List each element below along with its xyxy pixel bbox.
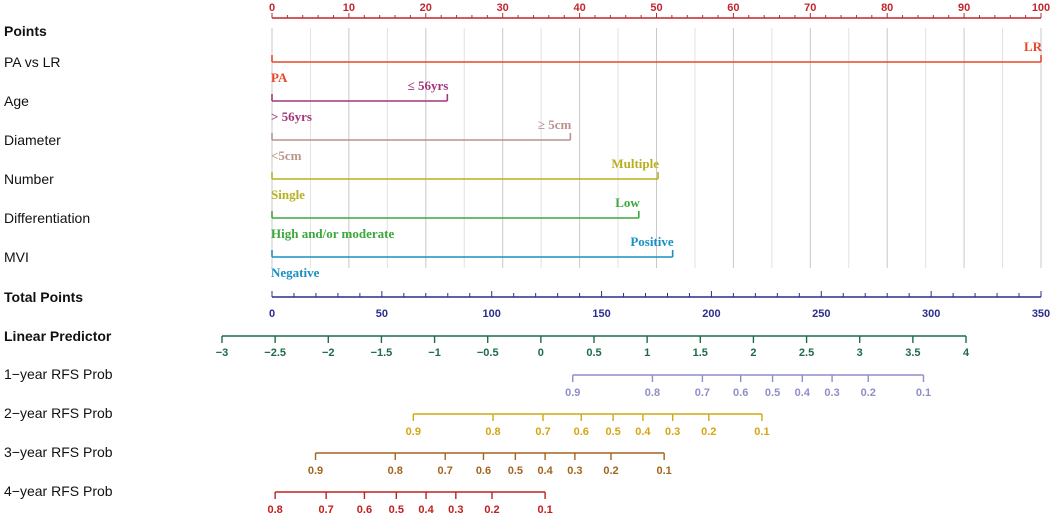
variable-level-label-age: ≤ 56yrs — [408, 78, 449, 93]
prob-scale-tick-label: 0.6 — [357, 504, 372, 515]
prob-scale-tick-label: 0.3 — [567, 465, 582, 477]
prob-scale-tick-label: 0.6 — [733, 387, 748, 399]
prob-scale-tick-label: 0.8 — [485, 426, 500, 438]
prob-scale-tick-label: 0.4 — [635, 426, 651, 438]
prob-scale-tick-label: 0.1 — [916, 387, 931, 399]
prob-scale-tick-label: 0.2 — [484, 504, 499, 515]
points-axis-tick-label: 70 — [804, 2, 816, 14]
prob-scale-tick-label: 0.9 — [565, 387, 580, 399]
linear-predictor-tick-label: 1.5 — [693, 347, 708, 359]
prob-scale-tick-label: 0.1 — [657, 465, 672, 477]
points-axis-tick-label: 30 — [497, 2, 509, 14]
variable-level-label-differentiation: Low — [615, 195, 640, 210]
prob-scale-tick-label: 0.8 — [267, 504, 282, 515]
total-points-label: Total Points — [4, 289, 83, 305]
linear-predictor-label: Linear Predictor — [4, 328, 112, 344]
total-points-tick-label: 300 — [922, 308, 940, 320]
variable-level-label-diameter: <5cm — [271, 148, 302, 163]
variable-label-diameter: Diameter — [4, 132, 61, 148]
points-axis-tick-label: 80 — [881, 2, 893, 14]
total-points-tick-label: 50 — [376, 308, 388, 320]
linear-predictor-tick-label: 0 — [538, 347, 544, 359]
prob-scale-label-4: 4−year RFS Prob — [4, 483, 113, 499]
prob-scale-tick-label: 0.4 — [537, 465, 553, 477]
prob-scale-tick-label: 0.3 — [824, 387, 839, 399]
variable-level-label-number: Single — [271, 187, 305, 202]
variable-label-differentiation: Differentiation — [4, 210, 90, 226]
variable-level-label-mvi: Positive — [630, 234, 674, 249]
prob-scale-tick-label: 0.4 — [795, 387, 811, 399]
prob-scale-tick-label: 0.1 — [537, 504, 552, 515]
linear-predictor-tick-label: 3.5 — [905, 347, 920, 359]
linear-predictor-tick-label: 4 — [963, 347, 970, 359]
prob-scale-tick-label: 0.7 — [535, 426, 550, 438]
linear-predictor-tick-label: −3 — [216, 347, 229, 359]
total-points-tick-label: 200 — [702, 308, 720, 320]
prob-scale-tick-label: 0.2 — [861, 387, 876, 399]
total-points-tick-label: 0 — [269, 308, 275, 320]
prob-scale-tick-label: 0.1 — [754, 426, 769, 438]
points-axis-label: Points — [4, 23, 47, 39]
linear-predictor-tick-label: 0.5 — [586, 347, 601, 359]
points-axis-tick-label: 90 — [958, 2, 970, 14]
linear-predictor-tick-label: −1.5 — [371, 347, 393, 359]
linear-predictor-tick-label: 3 — [857, 347, 863, 359]
total-points-tick-label: 100 — [483, 308, 501, 320]
linear-predictor-tick-label: −2 — [322, 347, 335, 359]
prob-scale-tick-label: 0.7 — [319, 504, 334, 515]
prob-scale-tick-label: 0.6 — [574, 426, 589, 438]
points-axis-tick-label: 50 — [650, 2, 662, 14]
prob-scale-tick-label: 0.5 — [605, 426, 620, 438]
prob-scale-tick-label: 0.9 — [308, 465, 323, 477]
prob-scale-label-2: 2−year RFS Prob — [4, 405, 113, 421]
total-points-tick-label: 150 — [592, 308, 610, 320]
prob-scale-tick-label: 0.3 — [665, 426, 680, 438]
prob-scale-label-1: 1−year RFS Prob — [4, 366, 113, 382]
total-points-tick-label: 250 — [812, 308, 830, 320]
points-axis-tick-label: 40 — [573, 2, 585, 14]
prob-scale-tick-label: 0.2 — [701, 426, 716, 438]
prob-scale-tick-label: 0.8 — [388, 465, 403, 477]
linear-predictor-tick-label: 2 — [750, 347, 756, 359]
linear-predictor-tick-label: −2.5 — [264, 347, 286, 359]
prob-scale-tick-label: 0.2 — [603, 465, 618, 477]
variable-level-label-mvi: Negative — [271, 265, 320, 280]
linear-predictor-tick-label: 2.5 — [799, 347, 814, 359]
linear-predictor-tick-label: −0.5 — [477, 347, 499, 359]
prob-scale-tick-label: 0.5 — [389, 504, 404, 515]
variable-level-label-pa-vs-lr: LR — [1024, 39, 1043, 54]
prob-scale-label-3: 3−year RFS Prob — [4, 444, 113, 460]
prob-scale-tick-label: 0.3 — [448, 504, 463, 515]
grid-lines — [271, 28, 1042, 268]
variable-label-mvi: MVI — [4, 249, 29, 265]
linear-predictor-tick-label: −1 — [428, 347, 441, 359]
prob-scale-tick-label: 0.6 — [476, 465, 491, 477]
points-axis-tick-label: 60 — [727, 2, 739, 14]
variable-label-age: Age — [4, 93, 29, 109]
points-axis-tick-label: 10 — [343, 2, 355, 14]
points-axis-tick-label: 0 — [269, 2, 275, 14]
prob-scale-tick-label: 0.5 — [765, 387, 780, 399]
prob-scale-tick-label: 0.8 — [645, 387, 660, 399]
points-axis-tick-label: 100 — [1032, 2, 1050, 14]
variable-level-label-differentiation: High and/or moderate — [271, 226, 394, 241]
variable-level-label-pa-vs-lr: PA — [271, 70, 288, 85]
variable-level-label-number: Multiple — [611, 156, 659, 171]
linear-predictor-tick-label: 1 — [644, 347, 650, 359]
prob-scale-tick-label: 0.9 — [406, 426, 421, 438]
prob-scale-tick-label: 0.7 — [695, 387, 710, 399]
prob-scale-tick-label: 0.7 — [438, 465, 453, 477]
points-axis-tick-label: 20 — [420, 2, 432, 14]
total-points-tick-label: 350 — [1032, 308, 1050, 320]
variable-level-label-diameter: ≥ 5cm — [538, 117, 572, 132]
prob-scale-tick-label: 0.4 — [418, 504, 434, 515]
variable-level-label-age: > 56yrs — [271, 109, 312, 124]
variable-label-number: Number — [4, 171, 54, 187]
prob-scale-tick-label: 0.5 — [508, 465, 523, 477]
variable-label-pa-vs-lr: PA vs LR — [4, 54, 61, 70]
